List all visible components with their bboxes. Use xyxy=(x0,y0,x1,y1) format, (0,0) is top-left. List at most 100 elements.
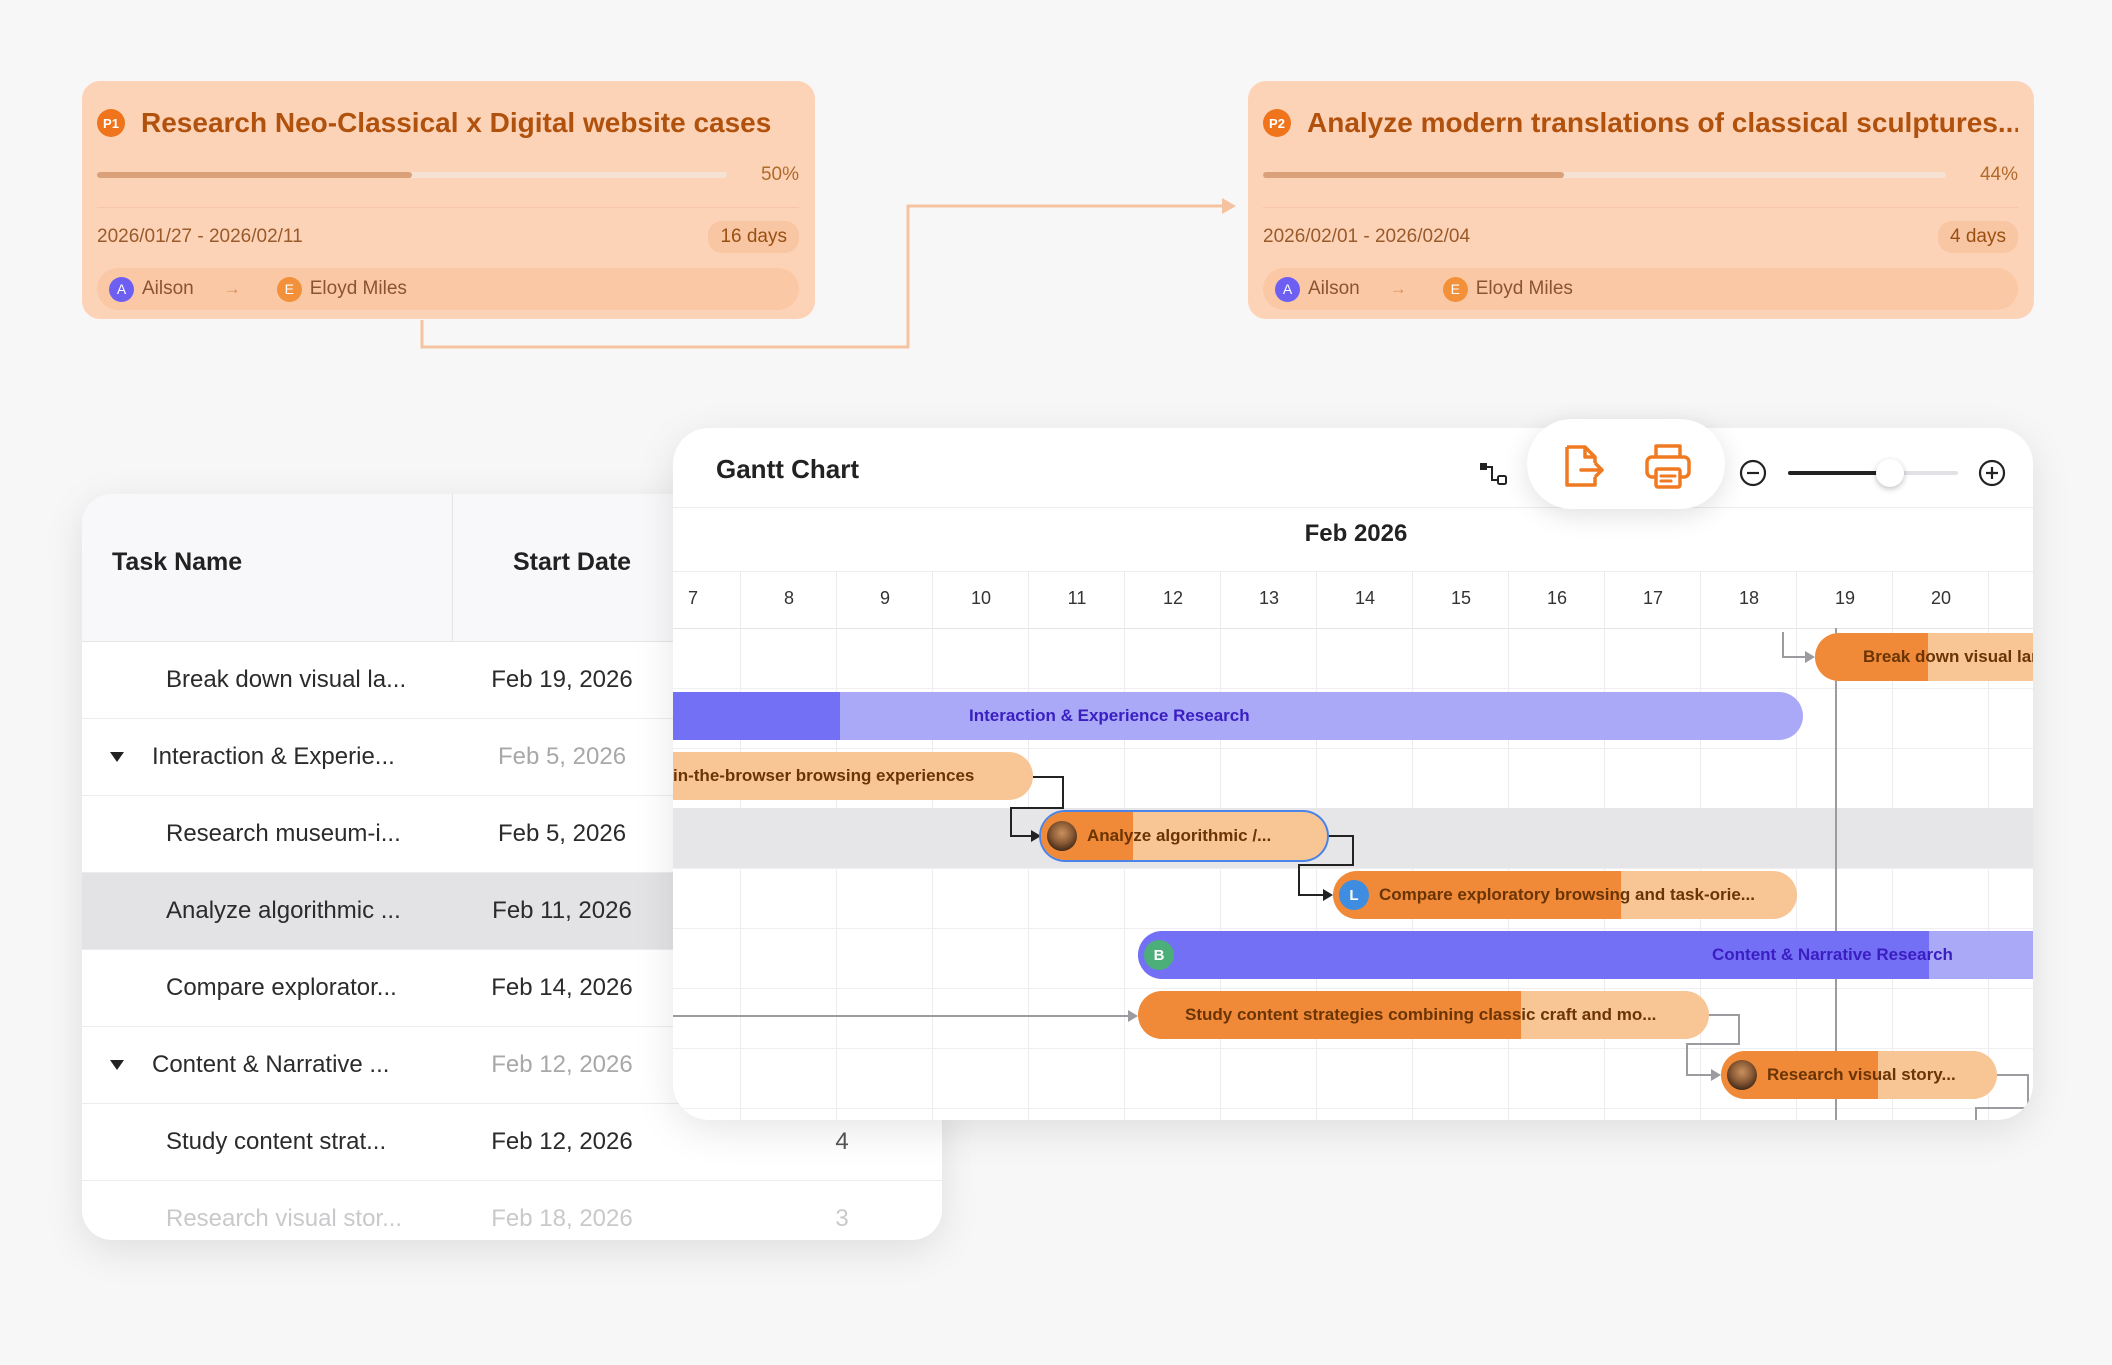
gantt-bar-group[interactable]: B Content & Narrative Research xyxy=(1138,931,2033,979)
bar-label: in-the-browser browsing experiences xyxy=(673,766,975,785)
caret-down-icon[interactable] xyxy=(110,752,124,762)
day-label: 7 xyxy=(687,588,698,608)
zoom-slider-handle[interactable] xyxy=(1876,459,1904,487)
start-date: Feb 12, 2026 xyxy=(491,1051,633,1078)
task-name: Research museum-i... xyxy=(166,820,401,847)
grid-line xyxy=(673,988,2033,989)
gantt-bar-task[interactable]: Study content strategies combining class… xyxy=(1138,991,1709,1039)
arrow-right-icon: → xyxy=(223,279,241,298)
bar-progress-fill xyxy=(673,692,841,740)
task-name: Interaction & Experie... xyxy=(152,743,395,770)
bar-label: Study content strategies combining class… xyxy=(1185,1005,1657,1024)
gantt-bar-group[interactable]: Interaction & Experience Research xyxy=(673,692,1803,740)
avatar: A xyxy=(109,276,134,302)
month-label: Feb 2026 xyxy=(1304,520,1408,547)
arrow-right-icon: → xyxy=(1389,279,1407,298)
divider xyxy=(97,207,799,208)
column-header-start-date[interactable]: Start Date xyxy=(513,548,632,576)
day-label: 13 xyxy=(1258,588,1280,608)
gantt-bar-task-selected[interactable]: Analyze algorithmic /... xyxy=(1041,812,1327,860)
progress-fill xyxy=(97,172,412,178)
day-label: 15 xyxy=(1450,588,1472,608)
bar-progress-fill xyxy=(1138,931,1930,979)
bar-label: Research visual story... xyxy=(1767,1065,1956,1084)
bar-label: Analyze algorithmic /... xyxy=(1087,826,1272,845)
table-row[interactable]: Research visual stor... Feb 18, 2026 3 xyxy=(82,1181,942,1240)
duration: 4 xyxy=(835,1128,849,1155)
grid-line xyxy=(673,748,2033,749)
avatar xyxy=(1047,821,1077,851)
zoom-in-icon[interactable] xyxy=(1977,458,2007,488)
gantt-bar-task[interactable]: in-the-browser browsing experiences xyxy=(673,752,1033,800)
column-divider[interactable] xyxy=(452,494,453,642)
table-row[interactable]: Study content strat... Feb 12, 2026 4 xyxy=(82,1104,942,1181)
avatar: E xyxy=(1442,276,1468,302)
avatar: L xyxy=(1339,880,1369,910)
avatar: B xyxy=(1144,940,1174,970)
assignee-name: Ailson xyxy=(142,278,194,299)
day-label: 9 xyxy=(879,588,890,608)
date-range: 2026/01/27 - 2026/02/11 xyxy=(97,226,303,247)
task-name: Analyze algorithmic ... xyxy=(166,897,401,924)
divider xyxy=(673,571,2033,572)
gantt-title: Gantt Chart xyxy=(716,454,859,484)
grid-line xyxy=(673,928,2033,929)
divider xyxy=(673,507,2033,508)
table-row[interactable]: Compare explorator... Feb 14, 2026 xyxy=(82,950,942,1027)
priority-badge: P1 xyxy=(97,109,125,137)
task-card-p1[interactable]: P1 Research Neo-Classical x Digital webs… xyxy=(82,81,815,319)
task-card-p2[interactable]: P2 Analyze modern translations of classi… xyxy=(1248,81,2034,319)
gantt-bar-task[interactable]: Break down visual lan xyxy=(1815,633,2033,681)
bar-label: Compare exploratory browsing and task-or… xyxy=(1379,885,1755,904)
caret-down-icon[interactable] xyxy=(110,1060,124,1070)
table-row-group[interactable]: Content & Narrative ... Feb 12, 2026 xyxy=(82,1027,942,1104)
divider xyxy=(673,628,2033,629)
day-label: 20 xyxy=(1930,588,1952,608)
dependency-link-icon[interactable] xyxy=(1477,457,1511,491)
bar-label: Interaction & Experience Research xyxy=(969,706,1250,725)
bar-progress-fill xyxy=(1815,633,1928,681)
day-label: 11 xyxy=(1067,588,1087,608)
handoff-row: A Ailson → E Eloyd Miles xyxy=(1263,268,2018,310)
day-label: 19 xyxy=(1834,588,1856,608)
day-label: 18 xyxy=(1738,588,1760,608)
grid-line xyxy=(673,868,2033,869)
zoom-slider[interactable] xyxy=(1788,459,1958,487)
card-title: Analyze modern translations of classical… xyxy=(1307,107,2018,138)
column-header-task-name[interactable]: Task Name xyxy=(112,548,243,576)
bar-label: Content & Narrative Research xyxy=(1712,945,1953,964)
duration-badge: 4 days xyxy=(1938,221,2018,253)
task-name: Break down visual la... xyxy=(166,666,407,693)
task-name: Compare explorator... xyxy=(166,974,397,1001)
task-name: Content & Narrative ... xyxy=(152,1051,390,1078)
date-range: 2026/02/01 - 2026/02/04 xyxy=(1263,226,1471,247)
grid-line xyxy=(673,1048,2033,1049)
day-label: 8 xyxy=(783,588,794,608)
gantt-bar-task[interactable]: L Compare exploratory browsing and task-… xyxy=(1333,871,1797,919)
assignee-name: Eloyd Miles xyxy=(1475,278,1573,299)
avatar xyxy=(1727,1060,1757,1090)
handoff-row: A Ailson → E Eloyd Miles xyxy=(97,268,799,310)
export-icon[interactable] xyxy=(1559,441,1605,491)
table-row[interactable]: Break down visual la... Feb 19, 2026 xyxy=(82,642,942,719)
start-date: Feb 14, 2026 xyxy=(491,974,633,1001)
dependency-connector xyxy=(420,198,1236,349)
assignee-name: Eloyd Miles xyxy=(309,278,407,299)
start-date: Feb 5, 2026 xyxy=(497,743,627,770)
export-toolbar xyxy=(1527,419,1725,509)
table-row-group[interactable]: Interaction & Experie... Feb 5, 2026 xyxy=(82,719,942,796)
print-icon[interactable] xyxy=(1643,441,1693,491)
progress-bar xyxy=(1263,172,1946,178)
day-label: 16 xyxy=(1546,588,1568,608)
progress-label: 44% xyxy=(1979,164,2018,185)
gantt-bar-task[interactable]: Research visual story... xyxy=(1721,1051,1997,1099)
progress-bar xyxy=(97,172,727,178)
zoom-out-icon[interactable] xyxy=(1738,458,1768,488)
progress-fill xyxy=(1263,172,1564,178)
duration-badge: 16 days xyxy=(708,221,799,253)
card-title: Research Neo-Classical x Digital website… xyxy=(141,107,772,138)
priority-badge: P2 xyxy=(1263,109,1291,137)
table-row[interactable]: Research museum-i... Feb 5, 2026 xyxy=(82,796,942,873)
bar-label: Break down visual lan xyxy=(1863,647,2033,666)
divider xyxy=(1263,207,2018,208)
